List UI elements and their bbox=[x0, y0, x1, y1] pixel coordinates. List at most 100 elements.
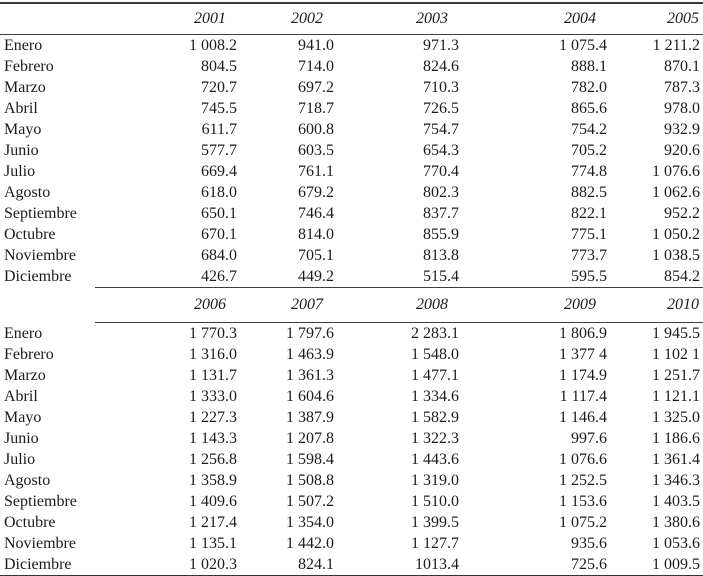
value-cell: 577.7 bbox=[201, 142, 237, 159]
year-header-2001: 2001 bbox=[95, 3, 240, 35]
year-header-2004: 2004 bbox=[462, 3, 610, 35]
value-cell: 679.2 bbox=[298, 184, 334, 201]
value-cell: 2 283.1 bbox=[411, 325, 459, 342]
value-cell: 1 346.3 bbox=[652, 472, 700, 489]
value-cell: 854.2 bbox=[664, 268, 700, 285]
value-cell: 1 075.2 bbox=[559, 514, 607, 531]
value-cell: 726.5 bbox=[423, 100, 459, 117]
value-cell: 670.1 bbox=[201, 226, 237, 243]
month-label: Agosto bbox=[4, 184, 51, 201]
value-cell: 697.2 bbox=[298, 79, 334, 96]
value-cell: 1 227.3 bbox=[189, 409, 237, 426]
value-cell: 1 131.7 bbox=[189, 367, 237, 384]
value-cell: 1 510.0 bbox=[411, 493, 459, 510]
table-row-abril-1: Abril 745.5 718.7 726.5 865.6 978.0 bbox=[0, 98, 703, 119]
value-cell: 822.1 bbox=[571, 205, 607, 222]
table-row-octubre-2: Octubre 1 217.4 1 354.0 1 399.5 1 075.2 … bbox=[0, 512, 703, 533]
value-cell: 654.3 bbox=[423, 142, 459, 159]
value-cell: 1 325.0 bbox=[652, 409, 700, 426]
table-row-junio-2: Junio 1 143.3 1 207.8 1 322.3 997.6 1 18… bbox=[0, 428, 703, 449]
value-cell: 1 548.0 bbox=[411, 346, 459, 363]
value-cell: 770.4 bbox=[423, 163, 459, 180]
value-cell: 1 038.5 bbox=[652, 247, 700, 264]
month-label: Agosto bbox=[4, 472, 51, 489]
table-row-septiembre-1: Septiembre 650.1 746.4 837.7 822.1 952.2 bbox=[0, 203, 703, 224]
value-cell: 1 354.0 bbox=[286, 514, 334, 531]
table-row-diciembre-1: Diciembre 426.7 449.2 515.4 595.5 854.2 bbox=[0, 266, 703, 288]
value-cell: 1 075.4 bbox=[559, 37, 607, 54]
value-cell: 1 361.3 bbox=[286, 367, 334, 384]
value-cell: 1 211.2 bbox=[652, 37, 700, 54]
year-header-row-2001-2005: 2001 2002 2003 2004 2005 bbox=[0, 3, 703, 35]
value-cell: 449.2 bbox=[298, 268, 334, 285]
month-label: Mayo bbox=[4, 121, 42, 138]
table-row-enero-2: Enero 1 770.3 1 797.6 2 283.1 1 806.9 1 … bbox=[0, 323, 703, 345]
value-cell: 1 186.6 bbox=[652, 430, 700, 447]
value-cell: 1 252.5 bbox=[559, 472, 607, 489]
value-cell: 1 409.6 bbox=[189, 493, 237, 510]
value-cell: 1 463.9 bbox=[286, 346, 334, 363]
month-label: Enero bbox=[4, 324, 43, 342]
value-cell: 941.0 bbox=[298, 37, 334, 54]
month-label: Noviembre bbox=[4, 247, 76, 264]
value-cell: 824.6 bbox=[423, 58, 459, 75]
month-label: Junio bbox=[4, 430, 39, 447]
table-row-agosto-1: Agosto 618.0 679.2 802.3 882.5 1 062.6 bbox=[0, 182, 703, 203]
value-cell: 611.7 bbox=[201, 121, 237, 138]
value-cell: 1 508.8 bbox=[286, 472, 334, 489]
value-cell: 754.2 bbox=[571, 121, 607, 138]
value-cell: 1 582.9 bbox=[411, 409, 459, 426]
value-cell: 1 146.4 bbox=[559, 409, 607, 426]
table-row-marzo-1: Marzo 720.7 697.2 710.3 782.0 787.3 bbox=[0, 77, 703, 98]
value-cell: 814.0 bbox=[298, 226, 334, 243]
table-row-mayo-1: Mayo 611.7 600.8 754.7 754.2 932.9 bbox=[0, 119, 703, 140]
month-label: Octubre bbox=[4, 514, 56, 531]
table-row-enero-1: Enero 1 008.2 941.0 971.3 1 075.4 1 211.… bbox=[0, 35, 703, 57]
value-cell: 952.2 bbox=[664, 205, 700, 222]
value-cell: 971.3 bbox=[423, 37, 459, 54]
value-cell: 997.6 bbox=[571, 430, 607, 447]
value-cell: 1 251.7 bbox=[652, 367, 700, 384]
value-cell: 1 604.6 bbox=[286, 388, 334, 405]
value-cell: 1 217.4 bbox=[189, 514, 237, 531]
value-cell: 1 174.9 bbox=[559, 367, 607, 384]
value-cell: 1 358.9 bbox=[189, 472, 237, 489]
month-label: Diciembre bbox=[4, 556, 72, 573]
month-label: Febrero bbox=[4, 58, 54, 75]
value-cell: 773.7 bbox=[571, 247, 607, 264]
year-header-2005: 2005 bbox=[610, 3, 703, 35]
value-cell: 1013.4 bbox=[415, 556, 459, 573]
value-cell: 978.0 bbox=[664, 100, 700, 117]
value-cell: 1 334.6 bbox=[411, 388, 459, 405]
value-cell: 761.1 bbox=[298, 163, 334, 180]
value-cell: 1 770.3 bbox=[189, 325, 237, 342]
value-cell: 813.8 bbox=[423, 247, 459, 264]
table-row-diciembre-2: Diciembre 1 020.3 824.1 1013.4 725.6 1 0… bbox=[0, 554, 703, 576]
table-row-julio-1: Julio 669.4 761.1 770.4 774.8 1 076.6 bbox=[0, 161, 703, 182]
value-cell: 1 020.3 bbox=[189, 556, 237, 573]
value-cell: 1 076.6 bbox=[559, 451, 607, 468]
table-row-julio-2: Julio 1 256.8 1 598.4 1 443.6 1 076.6 1 … bbox=[0, 449, 703, 470]
table-row-marzo-2: Marzo 1 131.7 1 361.3 1 477.1 1 174.9 1 … bbox=[0, 365, 703, 386]
value-cell: 426.7 bbox=[201, 268, 237, 285]
value-cell: 870.1 bbox=[664, 58, 700, 75]
value-cell: 684.0 bbox=[201, 247, 237, 264]
value-cell: 824.1 bbox=[298, 556, 334, 573]
value-cell: 782.0 bbox=[571, 79, 607, 96]
table-row-agosto-2: Agosto 1 358.9 1 508.8 1 319.0 1 252.5 1… bbox=[0, 470, 703, 491]
value-cell: 1 403.5 bbox=[652, 493, 700, 510]
value-cell: 718.7 bbox=[298, 100, 334, 117]
month-label: Septiembre bbox=[4, 205, 77, 222]
value-cell: 1 797.6 bbox=[286, 325, 334, 342]
month-label: Marzo bbox=[4, 367, 46, 384]
table-row-octubre-1: Octubre 670.1 814.0 855.9 775.1 1 050.2 bbox=[0, 224, 703, 245]
value-cell: 650.1 bbox=[201, 205, 237, 222]
month-label: Junio bbox=[4, 142, 39, 159]
value-cell: 882.5 bbox=[571, 184, 607, 201]
value-cell: 1 050.2 bbox=[652, 226, 700, 243]
table-row-febrero-2: Febrero 1 316.0 1 463.9 1 548.0 1 377 4 … bbox=[0, 344, 703, 365]
value-cell: 600.8 bbox=[298, 121, 334, 138]
table-row-febrero-1: Febrero 804.5 714.0 824.6 888.1 870.1 bbox=[0, 56, 703, 77]
table-row-mayo-2: Mayo 1 227.3 1 387.9 1 582.9 1 146.4 1 3… bbox=[0, 407, 703, 428]
value-cell: 1 008.2 bbox=[189, 37, 237, 54]
